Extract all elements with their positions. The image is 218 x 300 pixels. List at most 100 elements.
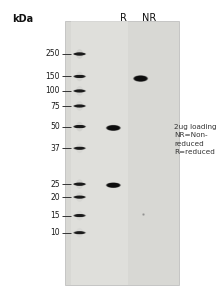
Ellipse shape xyxy=(76,126,83,127)
Ellipse shape xyxy=(76,232,83,233)
Ellipse shape xyxy=(76,196,83,198)
Ellipse shape xyxy=(76,183,83,185)
Ellipse shape xyxy=(77,215,83,216)
Ellipse shape xyxy=(75,232,84,234)
Ellipse shape xyxy=(77,232,83,233)
Ellipse shape xyxy=(75,232,84,234)
Ellipse shape xyxy=(76,126,83,127)
Ellipse shape xyxy=(74,75,85,78)
Ellipse shape xyxy=(107,126,119,130)
Ellipse shape xyxy=(73,195,86,199)
Ellipse shape xyxy=(107,183,120,188)
Ellipse shape xyxy=(76,179,83,189)
Ellipse shape xyxy=(74,147,85,150)
Ellipse shape xyxy=(75,53,84,55)
Ellipse shape xyxy=(106,183,121,188)
Ellipse shape xyxy=(76,147,83,149)
Ellipse shape xyxy=(107,183,120,188)
Ellipse shape xyxy=(76,184,83,185)
Ellipse shape xyxy=(74,125,85,128)
Ellipse shape xyxy=(74,75,85,78)
Ellipse shape xyxy=(76,53,83,55)
Text: 50: 50 xyxy=(50,122,60,131)
Ellipse shape xyxy=(133,75,148,82)
Ellipse shape xyxy=(75,196,84,198)
Ellipse shape xyxy=(74,231,85,234)
Ellipse shape xyxy=(108,183,119,187)
Ellipse shape xyxy=(76,122,83,131)
Ellipse shape xyxy=(73,52,86,56)
Ellipse shape xyxy=(75,105,84,107)
Ellipse shape xyxy=(76,101,83,111)
Ellipse shape xyxy=(135,76,146,81)
Ellipse shape xyxy=(137,77,145,80)
Ellipse shape xyxy=(107,125,120,130)
Ellipse shape xyxy=(76,53,83,55)
Ellipse shape xyxy=(136,77,145,80)
Ellipse shape xyxy=(76,228,83,238)
Ellipse shape xyxy=(74,183,85,185)
Ellipse shape xyxy=(74,214,85,217)
Ellipse shape xyxy=(109,127,117,129)
Ellipse shape xyxy=(76,76,83,77)
Ellipse shape xyxy=(108,184,118,187)
Text: 20: 20 xyxy=(50,193,60,202)
Ellipse shape xyxy=(73,125,86,128)
Ellipse shape xyxy=(74,105,85,107)
Ellipse shape xyxy=(75,126,84,127)
Ellipse shape xyxy=(73,231,86,234)
Ellipse shape xyxy=(73,104,86,108)
Ellipse shape xyxy=(75,214,84,217)
Ellipse shape xyxy=(73,214,86,217)
Text: 150: 150 xyxy=(45,72,60,81)
Ellipse shape xyxy=(108,126,119,130)
Ellipse shape xyxy=(74,214,85,217)
Ellipse shape xyxy=(74,75,85,78)
Ellipse shape xyxy=(74,214,85,217)
Ellipse shape xyxy=(75,125,85,128)
Ellipse shape xyxy=(74,125,85,128)
Ellipse shape xyxy=(74,125,85,128)
Ellipse shape xyxy=(74,53,85,55)
Ellipse shape xyxy=(76,232,83,233)
Ellipse shape xyxy=(75,147,85,149)
Ellipse shape xyxy=(75,214,85,217)
Ellipse shape xyxy=(73,89,86,93)
Ellipse shape xyxy=(75,105,84,107)
Ellipse shape xyxy=(75,90,84,92)
Ellipse shape xyxy=(76,90,83,92)
Ellipse shape xyxy=(74,90,85,92)
Ellipse shape xyxy=(76,90,83,92)
Ellipse shape xyxy=(75,196,84,198)
Ellipse shape xyxy=(73,52,87,56)
Ellipse shape xyxy=(75,183,84,185)
Ellipse shape xyxy=(76,183,83,185)
Ellipse shape xyxy=(73,214,86,217)
Ellipse shape xyxy=(77,105,83,106)
Ellipse shape xyxy=(109,184,118,187)
Ellipse shape xyxy=(106,125,121,131)
Ellipse shape xyxy=(77,126,83,127)
Ellipse shape xyxy=(74,53,85,55)
Ellipse shape xyxy=(110,127,117,129)
Ellipse shape xyxy=(76,215,83,216)
Ellipse shape xyxy=(107,183,119,188)
Ellipse shape xyxy=(76,148,83,149)
Ellipse shape xyxy=(74,89,85,92)
Text: NR: NR xyxy=(142,13,157,22)
Ellipse shape xyxy=(74,125,85,128)
Ellipse shape xyxy=(75,90,84,92)
Ellipse shape xyxy=(76,105,83,107)
Ellipse shape xyxy=(75,196,84,198)
Ellipse shape xyxy=(77,196,82,197)
Ellipse shape xyxy=(106,125,121,131)
Ellipse shape xyxy=(74,183,85,185)
Ellipse shape xyxy=(76,53,83,55)
Ellipse shape xyxy=(73,214,86,217)
Ellipse shape xyxy=(75,90,85,92)
Ellipse shape xyxy=(73,125,87,128)
Ellipse shape xyxy=(73,196,86,199)
Ellipse shape xyxy=(74,196,85,199)
Ellipse shape xyxy=(134,76,147,81)
Ellipse shape xyxy=(76,105,83,107)
